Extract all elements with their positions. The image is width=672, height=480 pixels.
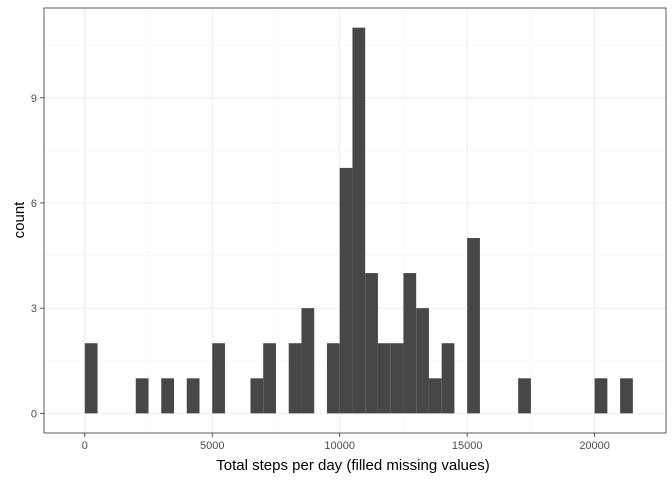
histogram-bar (403, 273, 417, 414)
x-tick-label: 5000 (200, 440, 224, 452)
histogram-bar (377, 343, 391, 414)
y-tick-label: 0 (31, 408, 37, 420)
x-axis-ticks: 0 5000 10000 15000 20000 (82, 433, 610, 452)
y-axis-title: count (11, 201, 28, 239)
histogram-bar (250, 378, 264, 414)
histogram-bar (339, 167, 353, 414)
histogram-bar (263, 343, 276, 414)
x-tick-label: 10000 (324, 440, 355, 452)
histogram-bars (84, 27, 633, 414)
histogram-bar (365, 273, 378, 414)
histogram-bar (326, 343, 340, 414)
histogram-bar (186, 378, 200, 414)
histogram-bar (594, 378, 608, 414)
x-tick-label: 20000 (579, 440, 610, 452)
histogram-bar (288, 343, 302, 414)
histogram-bar (135, 378, 149, 414)
x-axis-title: Total steps per day (filled missing valu… (216, 457, 489, 474)
histogram-bar (161, 378, 175, 414)
y-tick-label: 6 (31, 198, 37, 210)
histogram-bar (467, 238, 480, 414)
y-tick-label: 3 (31, 303, 37, 315)
panel-border (43, 7, 667, 434)
histogram-bar (212, 343, 225, 414)
histogram-bar (301, 308, 315, 414)
x-tick-label: 0 (82, 440, 88, 452)
y-tick-label: 9 (31, 93, 37, 105)
histogram-bar (390, 343, 404, 414)
histogram-bar (416, 308, 429, 414)
histogram-bar (84, 343, 98, 414)
x-tick-label: 15000 (452, 440, 483, 452)
histogram-bar (518, 378, 531, 414)
histogram-bar (428, 378, 442, 414)
histogram-bar (441, 343, 455, 414)
histogram-bar (620, 378, 633, 414)
y-axis-ticks: 0 3 6 9 (31, 93, 44, 420)
histogram-bar (352, 27, 366, 414)
